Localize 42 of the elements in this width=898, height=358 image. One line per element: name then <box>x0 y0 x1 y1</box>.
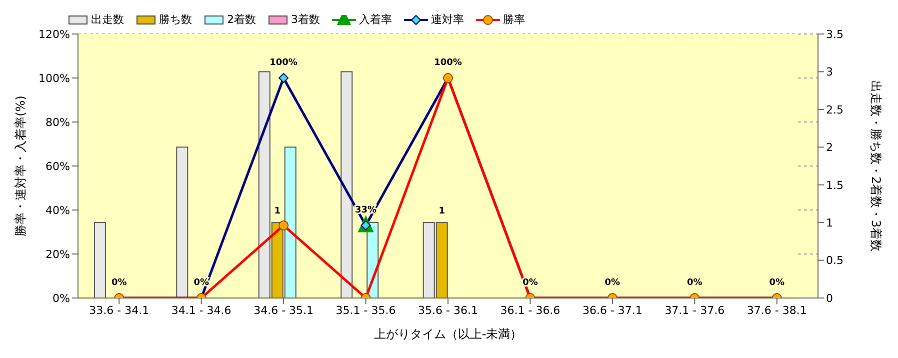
x-tick-label: 35.6 - 36.1 <box>418 304 478 317</box>
x-axis-title: 上がりタイム（以上-未満） <box>374 327 522 341</box>
y-tick-label: 40% <box>46 204 70 217</box>
y2-tick-label: 2 <box>826 141 833 154</box>
data-label: 0% <box>769 278 785 288</box>
y-tick-label: 120% <box>38 28 70 41</box>
legend-label: 連対率 <box>431 12 464 27</box>
y2-tick-label: 2.5 <box>826 103 844 116</box>
y2-tick-label: 3.5 <box>826 28 844 41</box>
x-tick-label: 36.1 - 36.6 <box>500 304 560 317</box>
legend-label: 勝率 <box>503 12 525 27</box>
y-tick-label: 20% <box>46 248 70 261</box>
legend-label: 3着数 <box>291 12 320 27</box>
y2-tick-label: 0.5 <box>826 254 844 268</box>
y-tick-label: 100% <box>38 72 70 85</box>
data-label: 0% <box>111 278 127 288</box>
x-tick-label: 37.6 - 38.1 <box>746 304 807 317</box>
legend-label: 入着率 <box>359 12 392 27</box>
x-tick-label: 34.6 - 35.1 <box>254 304 314 317</box>
x-tick-label: 35.1 - 35.6 <box>336 304 396 317</box>
data-label: 100% <box>270 58 298 68</box>
y2-tick-label: 1 <box>826 216 833 230</box>
legend-label: 出走数 <box>91 12 124 27</box>
data-label: 0% <box>604 278 620 288</box>
data-label: 100% <box>434 58 462 68</box>
legend-label: 勝ち数 <box>159 12 192 27</box>
x-tick-label: 34.1 - 34.6 <box>171 304 232 317</box>
y2-tick-label: 1.5 <box>826 178 844 192</box>
y-tick-label: 60% <box>46 160 70 173</box>
y-axis-title: 勝率・連対率・入着率(%) <box>13 96 28 236</box>
x-tick-label: 36.6 - 37.1 <box>582 304 642 317</box>
data-label: 0% <box>687 278 702 288</box>
data-label: 1 <box>274 206 281 217</box>
y2-axis-title: 出走数・勝ち数・2着数・3着数 <box>868 80 883 252</box>
data-label: 1 <box>438 206 445 217</box>
legend-label: 2着数 <box>227 12 256 27</box>
y2-tick-label: 3 <box>826 66 833 79</box>
y-tick-label: 0% <box>52 292 70 305</box>
y2-tick-label: 0 <box>826 292 833 305</box>
x-tick-label: 33.6 - 34.1 <box>89 304 150 317</box>
x-tick-label: 37.1 - 37.6 <box>664 304 725 317</box>
y-tick-label: 80% <box>46 116 70 129</box>
